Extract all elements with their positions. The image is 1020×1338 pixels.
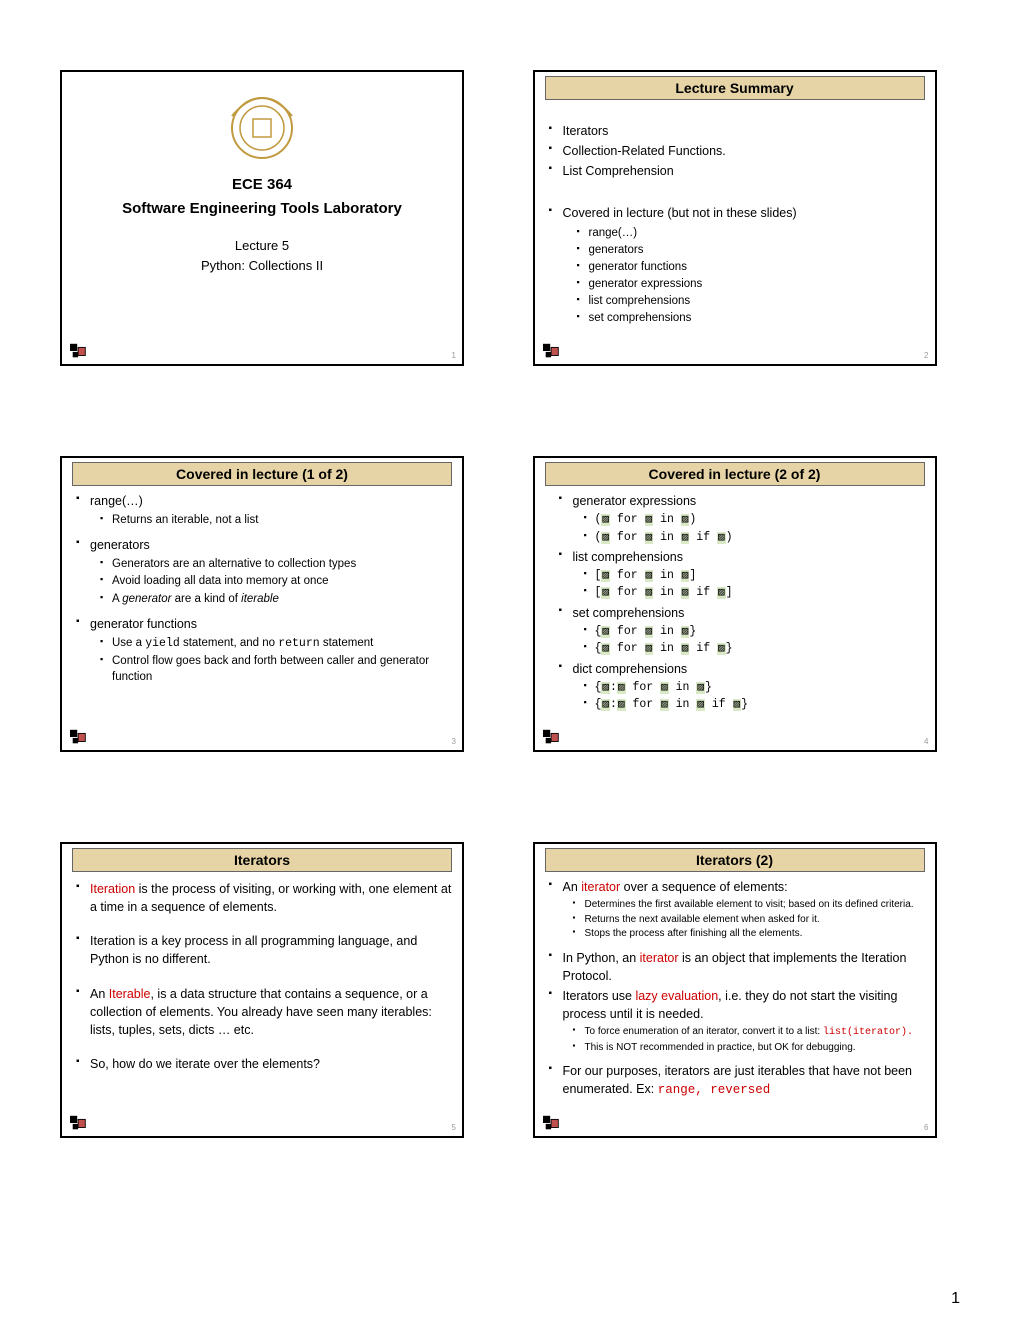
- sub-bullet: Determines the first available element t…: [575, 898, 931, 912]
- code-line: {▨ for ▨ in ▨ if ▨}: [585, 641, 921, 657]
- slide-5: Iterators Iteration is the process of vi…: [60, 842, 464, 1138]
- slide-2: Lecture Summary Iterators Collection-Rel…: [533, 70, 937, 366]
- university-seal-icon: [66, 86, 458, 169]
- slide-title: Iterators: [72, 848, 452, 872]
- slide-3: Covered in lecture (1 of 2) range(…) Ret…: [60, 456, 464, 752]
- code-line: (▨ for ▨ in ▨): [585, 512, 921, 528]
- text: To force enumeration of an iterator, con…: [585, 1026, 823, 1037]
- bullet: list comprehensions: [563, 548, 921, 566]
- highlight-term: iterator: [640, 951, 679, 965]
- text: are a kind of: [171, 593, 241, 605]
- slide-title: Iterators (2): [545, 848, 925, 872]
- logo-icon: [541, 1114, 563, 1132]
- text: Iterators use: [563, 989, 636, 1003]
- bullet: generators: [80, 536, 458, 554]
- code-line: [▨ for ▨ in ▨ if ▨]: [585, 585, 921, 601]
- code: return: [278, 637, 319, 650]
- bullet: List Comprehension: [553, 162, 931, 180]
- bullet: Iterators use lazy evaluation, i.e. they…: [553, 987, 931, 1023]
- text: statement, and no: [180, 637, 278, 649]
- text: statement: [320, 637, 374, 649]
- slide-1: ECE 364 Software Engineering Tools Labor…: [60, 70, 464, 366]
- slide-6: Iterators (2) An iterator over a sequenc…: [533, 842, 937, 1138]
- code-line: {▨:▨ for ▨ in ▨ if ▨}: [585, 697, 921, 713]
- code-line: [▨ for ▨ in ▨]: [585, 568, 921, 584]
- bullet: For our purposes, iterators are just ite…: [553, 1062, 931, 1099]
- bullet: In Python, an iterator is an object that…: [553, 949, 931, 985]
- sub-bullet: Avoid loading all data into memory at on…: [102, 573, 458, 589]
- bullet: Collection-Related Functions.: [553, 142, 931, 160]
- bullet: set comprehensions: [563, 604, 921, 622]
- sub-bullet: This is NOT recommended in practice, but…: [575, 1041, 931, 1055]
- sub-bullet: Control flow goes back and forth between…: [102, 653, 458, 685]
- code: list(iterator).: [823, 1027, 913, 1038]
- logo-icon: [541, 342, 563, 360]
- slide-grid: ECE 364 Software Engineering Tools Labor…: [60, 70, 960, 1138]
- bullet: An Iterable, is a data structure that co…: [80, 985, 458, 1039]
- bullet: generator functions: [80, 615, 458, 633]
- lecture-label: Lecture 5: [66, 236, 458, 256]
- text: over a sequence of elements:: [620, 880, 787, 894]
- slide-title: Lecture Summary: [545, 76, 925, 100]
- logo-icon: [68, 728, 90, 746]
- bullet: Iteration is the process of visiting, or…: [80, 880, 458, 916]
- sub-bullet: Returns an iterable, not a list: [102, 512, 458, 528]
- highlight-term: iterator: [581, 880, 620, 894]
- bullet: generator expressions: [563, 492, 921, 510]
- bullet: range(…): [80, 492, 458, 510]
- page-number: 1: [951, 1290, 960, 1308]
- slide-number: 4: [924, 737, 928, 746]
- text: In Python, an: [563, 951, 640, 965]
- bullet: Iterators: [553, 122, 931, 140]
- slide-title: Covered in lecture (2 of 2): [545, 462, 925, 486]
- italic: iterable: [241, 593, 279, 605]
- text: An: [563, 880, 582, 894]
- code: yield: [145, 637, 180, 650]
- sub-bullet: Returns the next available element when …: [575, 913, 931, 927]
- text: A: [112, 593, 122, 605]
- slide-4: Covered in lecture (2 of 2) generator ex…: [533, 456, 937, 752]
- sub-bullet: A generator are a kind of iterable: [102, 591, 458, 607]
- page-container: ECE 364 Software Engineering Tools Labor…: [0, 0, 1020, 1168]
- text: An: [90, 987, 109, 1001]
- course-code: ECE 364: [66, 175, 458, 195]
- logo-icon: [68, 1114, 90, 1132]
- sub-bullet: Use a yield statement, and no return sta…: [102, 635, 458, 652]
- bullet: So, how do we iterate over the elements?: [80, 1055, 458, 1073]
- sub-bullet: list comprehensions: [579, 293, 931, 309]
- sub-bullet: generator expressions: [579, 276, 931, 292]
- highlight-term: Iterable: [109, 987, 151, 1001]
- logo-icon: [541, 728, 563, 746]
- logo-icon: [68, 342, 90, 360]
- code-line: {▨:▨ for ▨ in ▨}: [585, 680, 921, 696]
- course-title: Software Engineering Tools Laboratory: [66, 199, 458, 219]
- slide-number: 2: [924, 351, 928, 360]
- slide-number: 5: [452, 1123, 456, 1132]
- slide-number: 1: [452, 351, 456, 360]
- sub-bullet: Stops the process after finishing all th…: [575, 927, 931, 941]
- sub-bullet: To force enumeration of an iterator, con…: [575, 1025, 931, 1040]
- bullet: dict comprehensions: [563, 660, 921, 678]
- lecture-topic: Python: Collections II: [66, 256, 458, 276]
- italic: generator: [122, 593, 171, 605]
- code-line: {▨ for ▨ in ▨}: [585, 624, 921, 640]
- bullet: An iterator over a sequence of elements:: [553, 878, 931, 896]
- sub-bullet: Generators are an alternative to collect…: [102, 556, 458, 572]
- highlight-term: Iteration: [90, 882, 135, 896]
- sub-bullet: set comprehensions: [579, 310, 931, 326]
- slide-title: Covered in lecture (1 of 2): [72, 462, 452, 486]
- slide-number: 6: [924, 1123, 928, 1132]
- bullet: Iteration is a key process in all progra…: [80, 932, 458, 968]
- sub-bullet: generator functions: [579, 259, 931, 275]
- bullet: Covered in lecture (but not in these sli…: [553, 204, 931, 222]
- code-line: (▨ for ▨ in ▨ if ▨): [585, 530, 921, 546]
- text: Use a: [112, 637, 145, 649]
- sub-bullet: generators: [579, 242, 931, 258]
- highlight-term: lazy evaluation: [635, 989, 718, 1003]
- slide-number: 3: [452, 737, 456, 746]
- sub-bullet: range(…): [579, 225, 931, 241]
- text: is the process of visiting, or working w…: [90, 882, 451, 914]
- code: range, reversed: [658, 1083, 771, 1097]
